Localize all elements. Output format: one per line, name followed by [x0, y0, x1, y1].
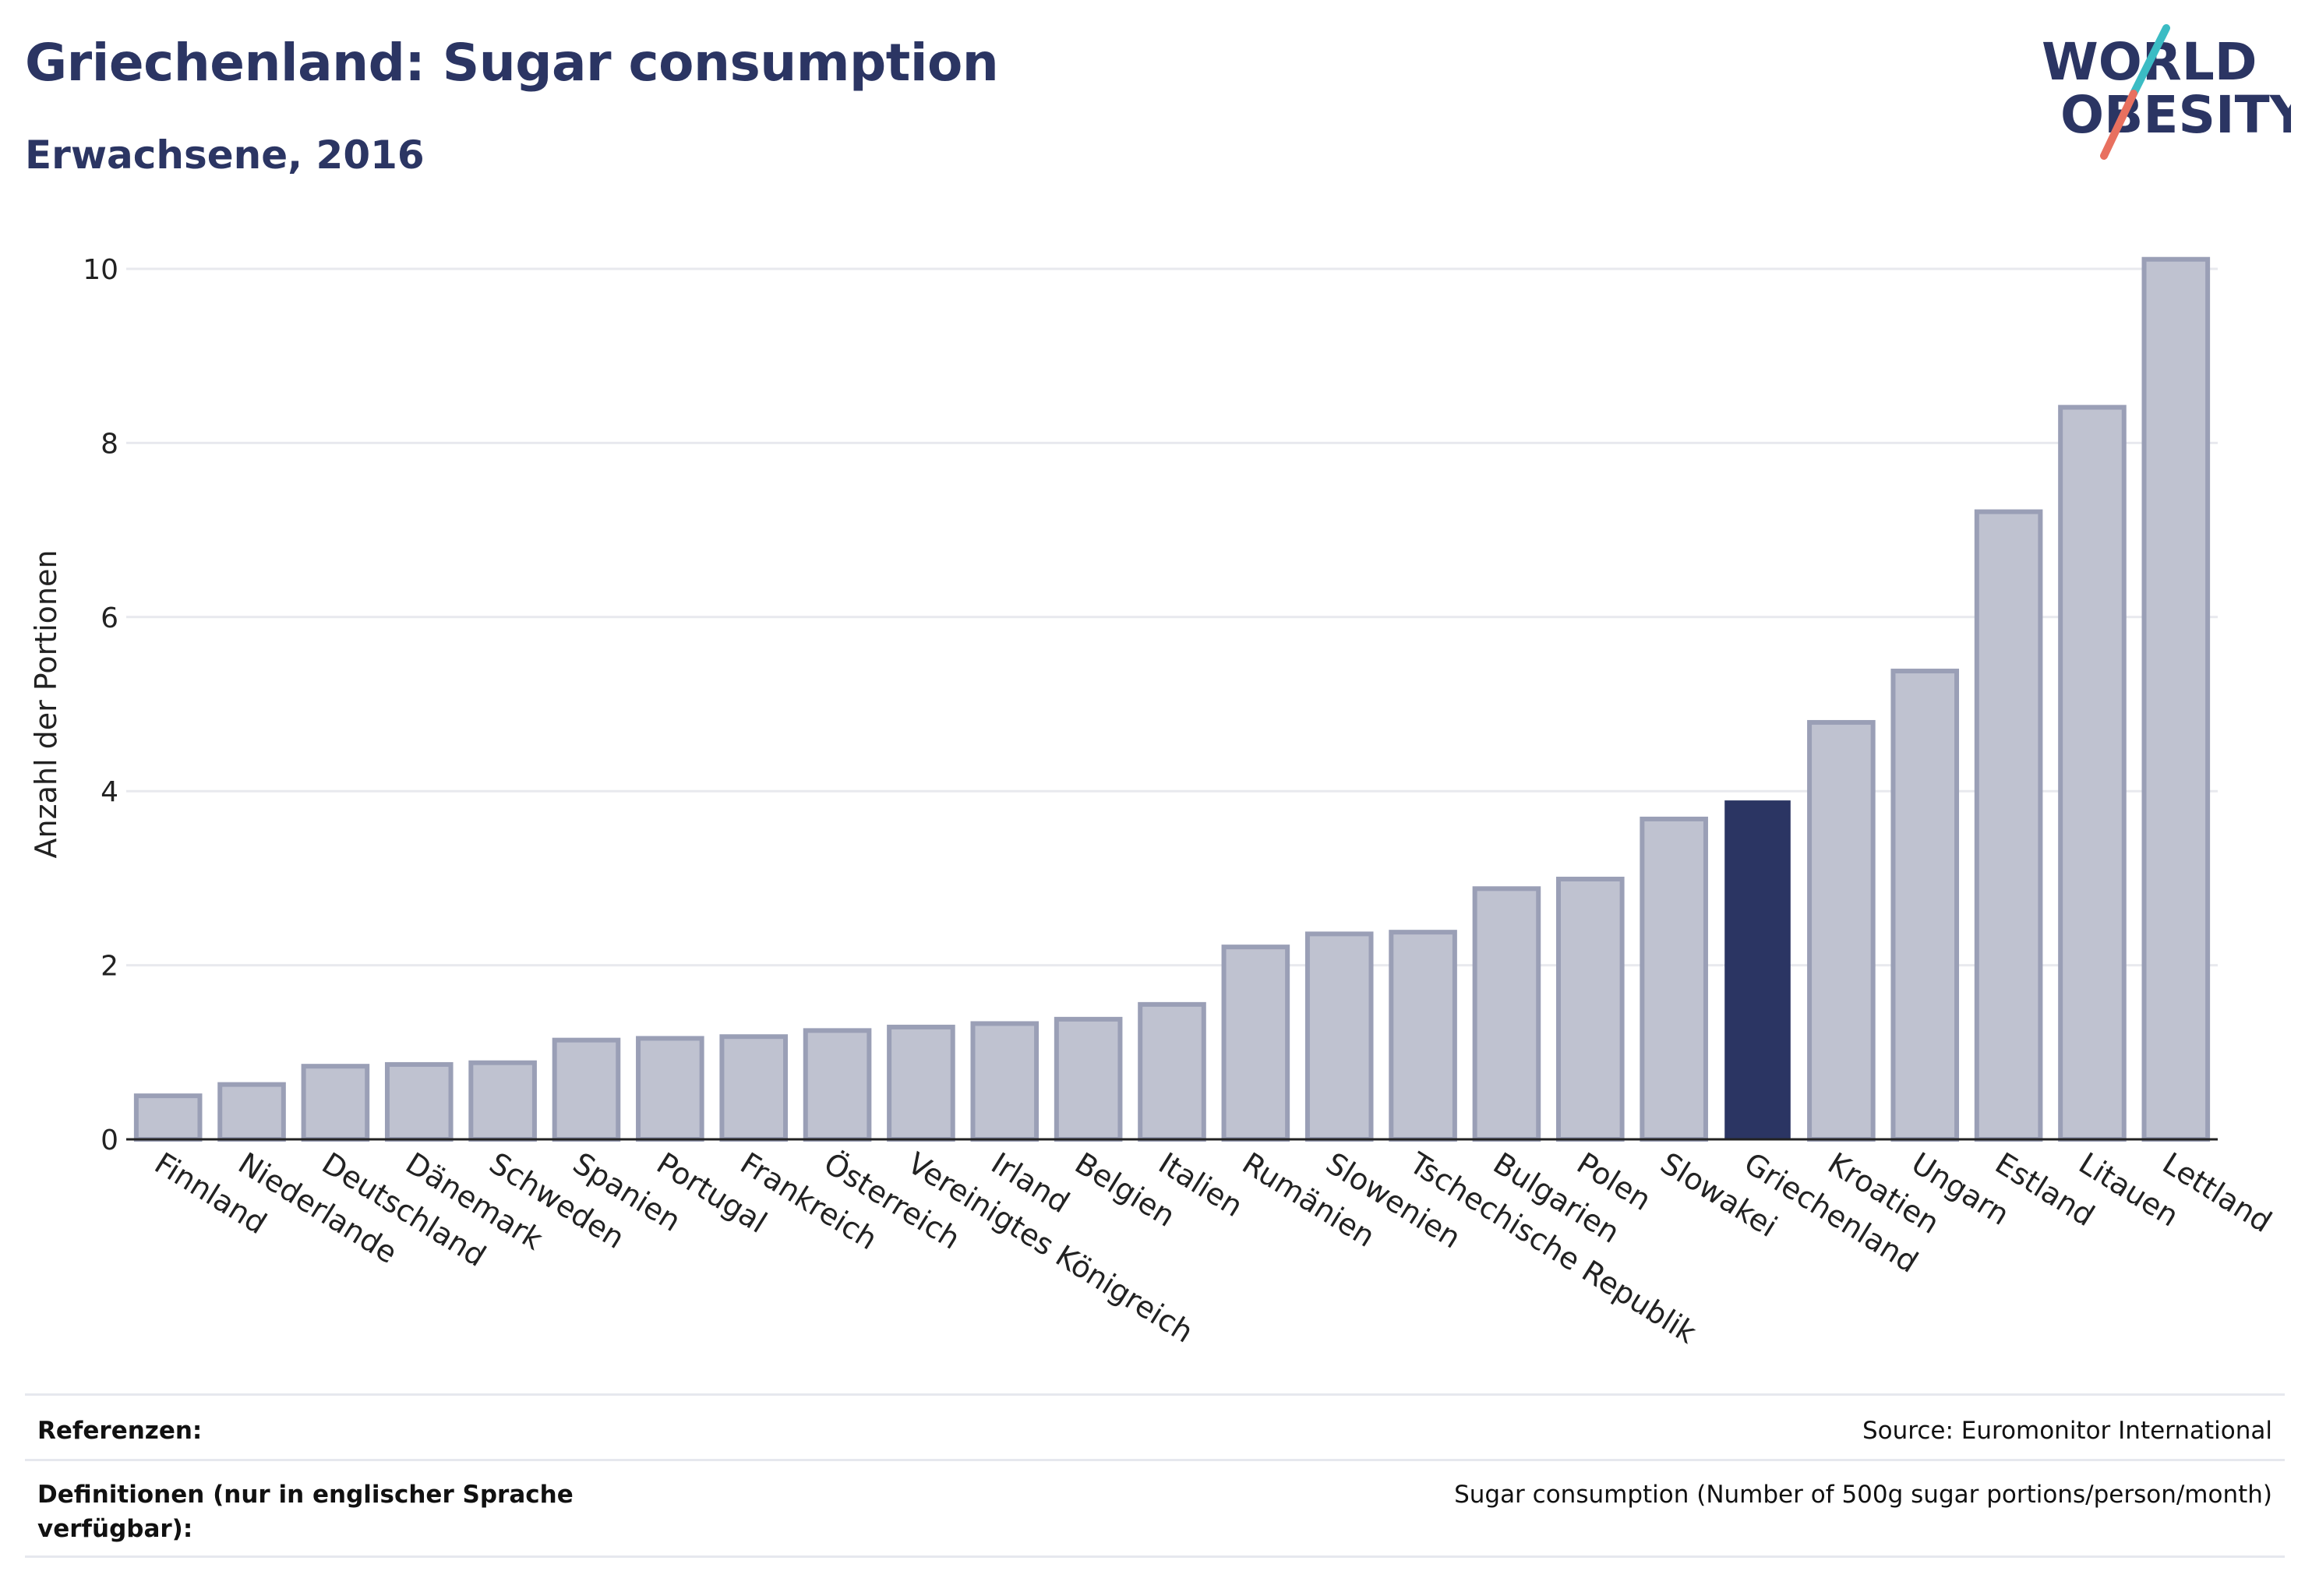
bar	[1640, 816, 1708, 1142]
bar-highlighted	[1724, 800, 1791, 1141]
logo-text-obesity: OBESITY	[2060, 85, 2291, 145]
bar	[2141, 256, 2211, 1142]
chart-subtitle: Erwachsene, 2016	[25, 132, 425, 178]
bar	[636, 1036, 704, 1142]
logo-slash-coral	[2100, 90, 2137, 160]
bar	[133, 1093, 203, 1142]
bar	[719, 1034, 788, 1142]
bar	[1974, 509, 2043, 1142]
bar	[217, 1082, 286, 1142]
bar	[2058, 404, 2127, 1142]
y-tick-label: 8	[101, 428, 118, 460]
references-label: Referenzen:	[37, 1417, 203, 1445]
definitions-value: Sugar consumption (Number of 500g sugar …	[1454, 1481, 2272, 1509]
bar	[887, 1024, 955, 1142]
bar	[552, 1037, 621, 1142]
y-tick-label: 0	[101, 1125, 118, 1156]
bar	[301, 1064, 370, 1142]
bar	[1472, 886, 1541, 1142]
bar	[970, 1021, 1040, 1142]
footer-divider-middle	[25, 1459, 2285, 1461]
logo-slash-teal	[2130, 24, 2170, 97]
bar	[1304, 931, 1374, 1142]
bar	[803, 1028, 872, 1142]
definitions-label: Definitionen (nur in englischer Sprache …	[37, 1478, 574, 1546]
chart-title: Griechenland: Sugar consumption	[25, 33, 999, 93]
references-value: Source: Euromonitor International	[1862, 1417, 2272, 1445]
bar	[1807, 719, 1876, 1142]
bar	[468, 1060, 537, 1142]
x-tick-label: Lettland	[2157, 1146, 2278, 1239]
bar	[1138, 1001, 1206, 1142]
definitions-label-line2: verfügbar):	[37, 1515, 193, 1543]
bar	[1221, 945, 1290, 1142]
world-obesity-logo: WORLD OBESITY	[2042, 24, 2291, 160]
y-tick-label: 6	[101, 602, 118, 634]
y-tick-label: 4	[101, 776, 118, 808]
y-tick-label: 2	[101, 951, 118, 983]
footer-divider-top	[25, 1393, 2285, 1396]
bar	[1890, 669, 1960, 1142]
bar	[1389, 930, 1457, 1142]
bar	[1556, 877, 1625, 1142]
y-tick-label: 10	[83, 254, 118, 286]
definitions-label-line1: Definitionen (nur in englischer Sprache	[37, 1481, 574, 1509]
footer-divider-bottom	[25, 1555, 2285, 1558]
bar	[1054, 1016, 1123, 1142]
y-axis-label: Anzahl der Portionen	[29, 550, 63, 859]
bar	[384, 1061, 454, 1142]
